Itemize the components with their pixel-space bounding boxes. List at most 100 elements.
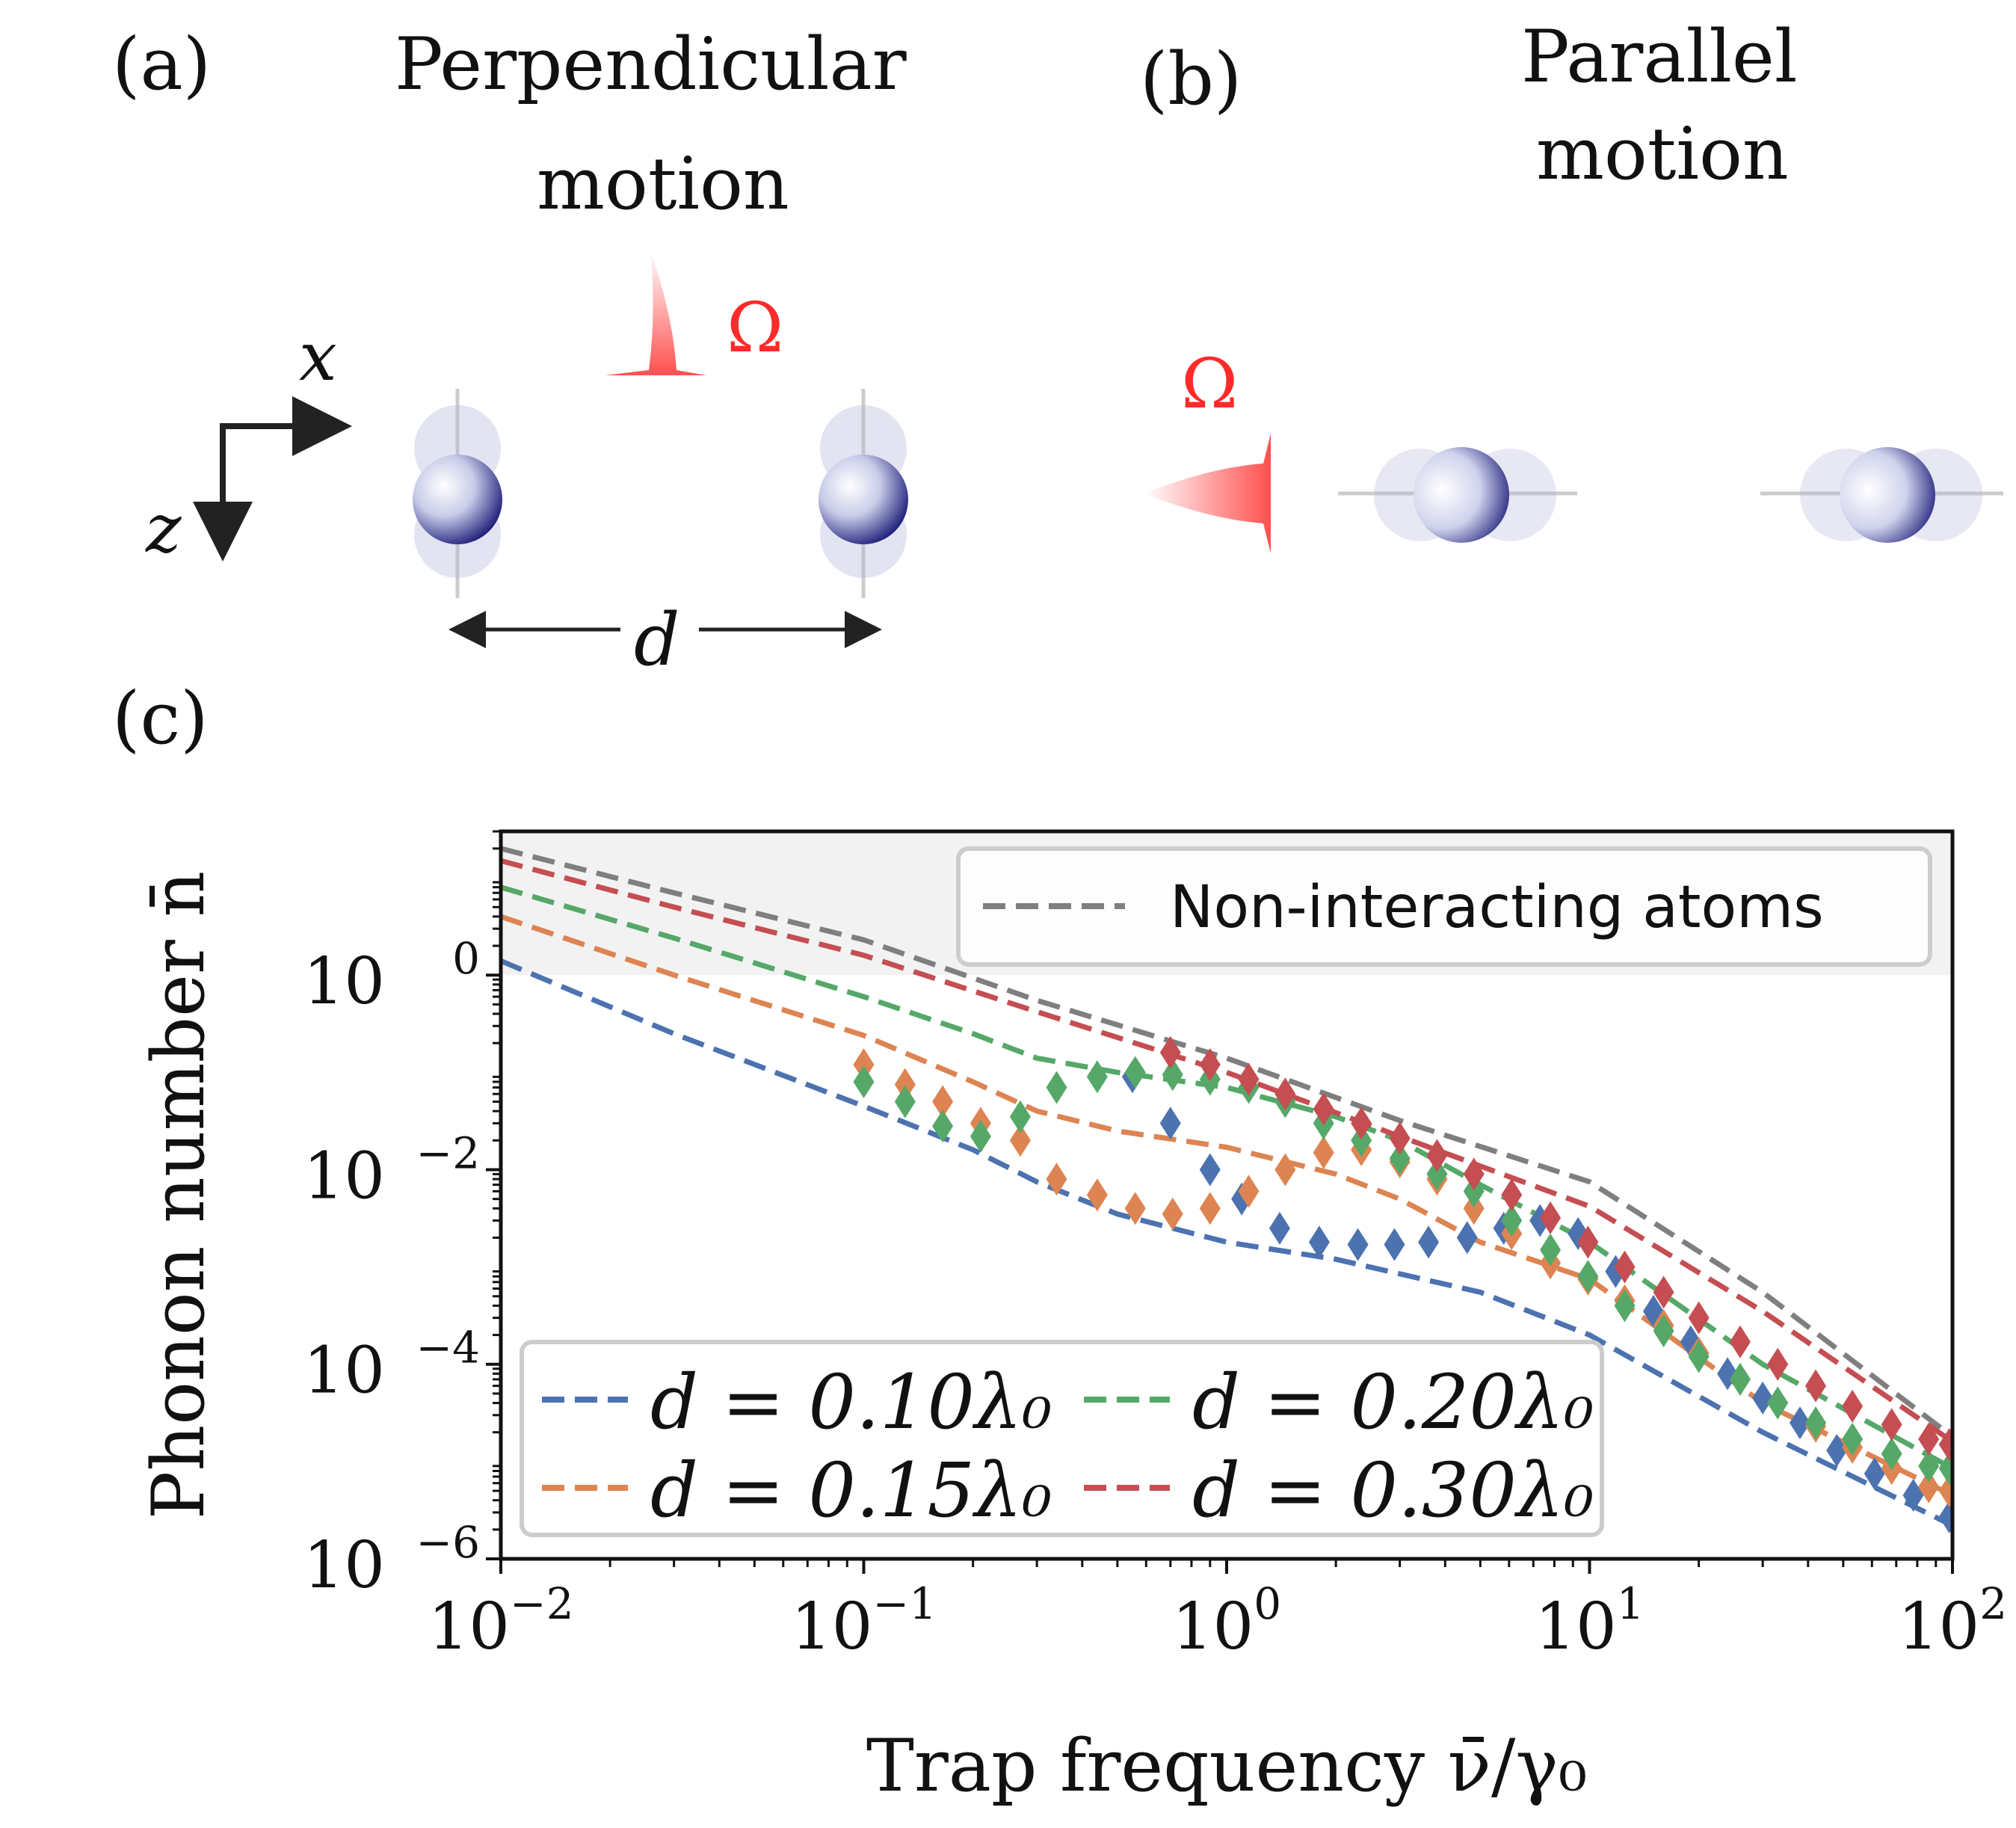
series-line-3: [501, 858, 1952, 1444]
data-point-0-19: [1826, 1434, 1848, 1468]
panel-b-title-line2: motion: [1536, 112, 1789, 196]
data-point-2-24: [1767, 1386, 1789, 1420]
x-tick-label-0: 10−2: [428, 1578, 574, 1664]
legend-reference-box: [956, 846, 1932, 967]
plot-area: [501, 846, 1952, 1533]
panel-b-illustration: [1144, 434, 2003, 553]
y-tick-label-3: 10 0: [303, 933, 480, 1019]
panel-b-title-line1: Parallel: [1521, 15, 1798, 99]
data-point-2-19: [1577, 1260, 1599, 1293]
data-point-0-7: [1384, 1228, 1405, 1261]
data-point-3-1: [1199, 1048, 1221, 1082]
data-point-2-16: [1463, 1175, 1485, 1208]
data-point-2-28: [1918, 1449, 1940, 1483]
panel-a-illustration: [193, 250, 908, 648]
data-point-2-4: [1009, 1100, 1031, 1133]
data-point-2-14: [1389, 1142, 1411, 1175]
data-point-3-13: [1653, 1275, 1674, 1309]
data-point-1-4: [1009, 1124, 1031, 1157]
data-point-2-3: [970, 1119, 991, 1153]
data-point-3-16: [1767, 1347, 1789, 1381]
panel-a-title-line1: Perpendicular: [395, 22, 907, 106]
data-point-3-7: [1426, 1139, 1448, 1172]
panel-b-tag: (b): [1140, 37, 1242, 121]
atom-b-right: [1760, 447, 2003, 543]
data-point-2-2: [932, 1110, 954, 1143]
data-point-1-6: [1086, 1178, 1108, 1212]
axis-x-label: x: [299, 318, 337, 396]
data-point-3-8: [1463, 1157, 1485, 1191]
data-point-3-17: [1805, 1369, 1827, 1403]
y-tick-label-2: 10 −2: [303, 1127, 480, 1213]
legend-label-0: d = 0.10λ₀: [650, 1358, 1052, 1446]
data-point-0-20: [1864, 1457, 1885, 1491]
atom-a-right: [819, 389, 908, 598]
reference-line: [501, 846, 1952, 1439]
legend-reference: Non-interacting atoms: [956, 846, 1932, 967]
legend-label-3: d = 0.30λ₀: [1192, 1447, 1594, 1534]
data-point-2-20: [1614, 1289, 1636, 1323]
x-axis-label: Trap frequency ν̄/γ₀: [866, 1724, 1587, 1808]
data-point-3-5: [1351, 1107, 1372, 1140]
data-point-2-6: [1086, 1060, 1108, 1094]
data-point-1-5: [1046, 1163, 1067, 1196]
legend-series-box: [520, 1340, 1604, 1537]
omega-label-a: Ω: [727, 288, 784, 368]
y-tick-label-1: 10 −4: [303, 1323, 480, 1409]
y-axis-label: Phonon number n̄: [137, 871, 221, 1519]
data-point-3-0: [1159, 1035, 1181, 1069]
data-point-3-10: [1540, 1201, 1562, 1234]
data-point-2-7: [1124, 1056, 1146, 1089]
data-point-2-1: [894, 1085, 916, 1118]
data-point-2-22: [1688, 1340, 1710, 1373]
data-point-1-12: [1313, 1136, 1334, 1169]
data-point-0-8: [1418, 1225, 1440, 1259]
data-point-3-3: [1274, 1077, 1296, 1111]
data-point-3-11: [1577, 1225, 1599, 1259]
data-point-0-17: [1752, 1381, 1774, 1415]
data-point-1-1: [894, 1068, 916, 1101]
data-point-2-25: [1805, 1406, 1827, 1440]
x-tick-label-3: 101: [1535, 1578, 1644, 1664]
data-point-1-2: [932, 1085, 954, 1118]
data-point-3-18: [1842, 1389, 1864, 1423]
laser-beam-b: [1144, 434, 1271, 553]
legend-reference-label: Non-interacting atoms: [1170, 874, 1824, 941]
laser-beam-a: [605, 250, 706, 375]
atom-b-left: [1338, 447, 1577, 543]
data-point-2-21: [1653, 1314, 1674, 1348]
atom-a-left: [413, 389, 502, 598]
data-point-3-19: [1881, 1408, 1902, 1441]
omega-label-b: Ω: [1181, 344, 1239, 424]
legend-label-1: d = 0.15λ₀: [650, 1447, 1052, 1534]
data-point-1-8: [1162, 1197, 1183, 1231]
data-point-3-20: [1918, 1422, 1940, 1456]
data-point-2-5: [1046, 1071, 1067, 1104]
data-point-1-11: [1274, 1153, 1296, 1187]
data-point-0-1: [1159, 1107, 1181, 1140]
panel-a-tag: (a): [112, 22, 212, 106]
data-point-1-0: [853, 1048, 875, 1082]
data-point-2-0: [853, 1065, 875, 1098]
data-point-3-14: [1688, 1301, 1710, 1335]
data-point-2-13: [1351, 1124, 1372, 1157]
x-tick-label-4: 102: [1898, 1578, 2007, 1664]
data-point-2-23: [1729, 1362, 1751, 1396]
data-point-0-5: [1308, 1225, 1330, 1259]
data-point-2-8: [1162, 1058, 1183, 1092]
data-point-2-17: [1501, 1204, 1523, 1237]
data-point-1-7: [1124, 1192, 1146, 1225]
data-point-1-9: [1199, 1192, 1221, 1225]
legend-label-2: d = 0.20λ₀: [1192, 1358, 1594, 1446]
x-tick-label-2: 100: [1172, 1578, 1281, 1664]
data-point-3-15: [1729, 1325, 1751, 1358]
data-point-0-2: [1199, 1153, 1221, 1187]
axis-z-label: z: [146, 490, 182, 568]
data-point-2-26: [1842, 1422, 1864, 1456]
data-point-0-22: [1938, 1500, 1952, 1533]
data-point-3-12: [1614, 1250, 1636, 1284]
series-line-0: [501, 958, 1952, 1528]
